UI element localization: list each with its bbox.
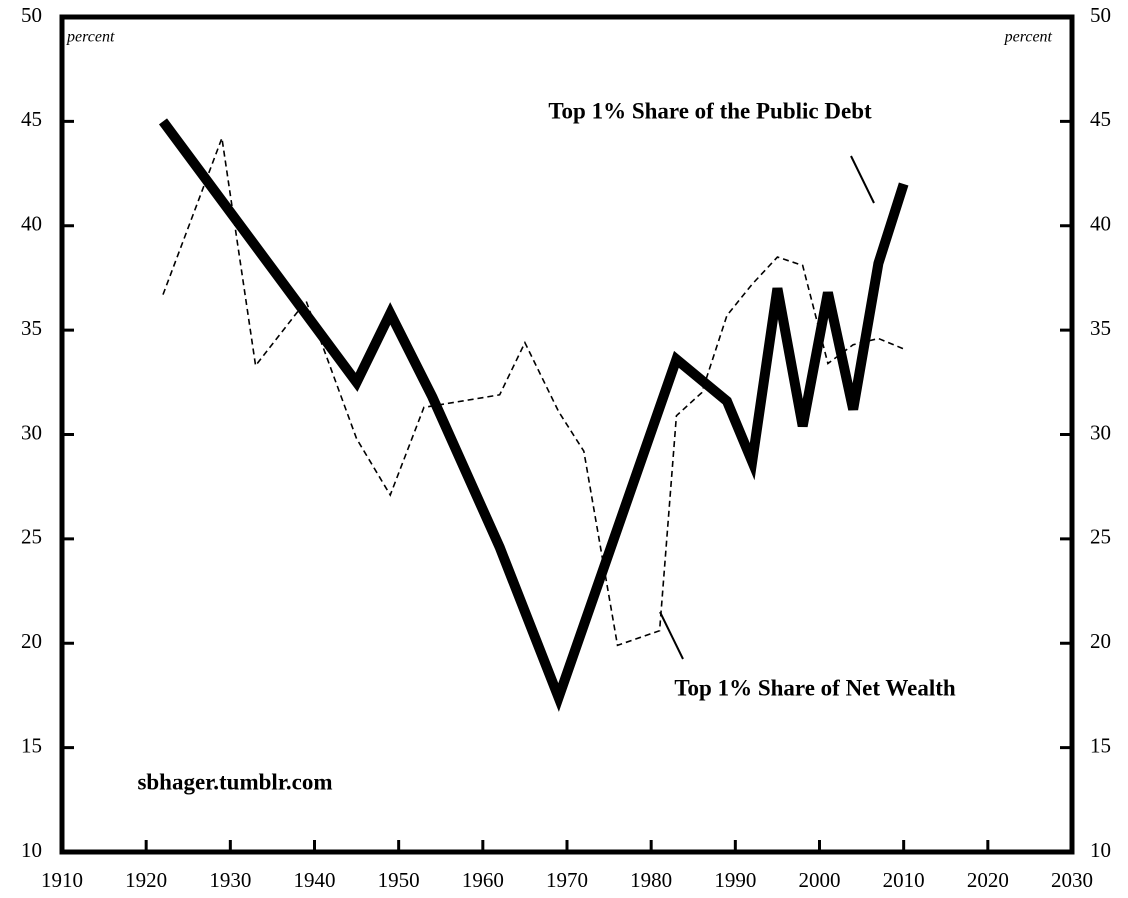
y2-tick-label: 45 — [1090, 107, 1111, 131]
y2-tick-label: 25 — [1090, 525, 1111, 549]
x-tick-label: 1930 — [209, 868, 251, 892]
y-tick-label: 20 — [21, 629, 42, 653]
y-unit-right: percent — [1004, 29, 1053, 46]
x-tick-label: 2010 — [883, 868, 925, 892]
plot-frame — [59, 14, 1075, 855]
y-tick-label: 30 — [21, 420, 42, 444]
leader-line — [850, 155, 875, 204]
x-tick-label: 1990 — [714, 868, 756, 892]
y2-tick-label: 10 — [1090, 838, 1111, 862]
y-unit-left: percent — [66, 29, 115, 46]
x-tick-label: 1940 — [294, 868, 336, 892]
y2-tick-label: 20 — [1090, 629, 1111, 653]
x-tick-label: 1970 — [546, 868, 588, 892]
x-tick-label: 2020 — [967, 868, 1009, 892]
y-tick-label: 50 — [21, 3, 42, 27]
y-tick-label: 25 — [21, 525, 42, 549]
y2-tick-label: 30 — [1090, 420, 1111, 444]
annotation: Top 1% Share of the Public Debt — [548, 98, 872, 123]
y2-tick-label: 35 — [1090, 316, 1111, 340]
series-line — [158, 118, 909, 712]
y2-tick-label: 40 — [1090, 212, 1111, 236]
y-tick-label: 40 — [21, 212, 42, 236]
y-tick-label: 45 — [21, 107, 42, 131]
x-tick-label: 1960 — [462, 868, 504, 892]
x-tick-label: 1950 — [378, 868, 420, 892]
annotation: Top 1% Share of Net Wealth — [674, 675, 956, 700]
x-tick-label: 1910 — [41, 868, 83, 892]
y2-tick-label: 15 — [1090, 733, 1111, 757]
y-tick-label: 10 — [21, 838, 42, 862]
x-tick-label: 2030 — [1051, 868, 1093, 892]
leader-line — [659, 611, 684, 660]
x-tick-label: 1920 — [125, 868, 167, 892]
y-tick-label: 35 — [21, 316, 42, 340]
x-tick-label: 1980 — [630, 868, 672, 892]
x-tick-label: 2000 — [799, 868, 841, 892]
y2-tick-label: 50 — [1090, 3, 1111, 27]
y-tick-label: 15 — [21, 733, 42, 757]
series-line — [162, 134, 904, 647]
annotation: sbhager.tumblr.com — [137, 769, 332, 794]
